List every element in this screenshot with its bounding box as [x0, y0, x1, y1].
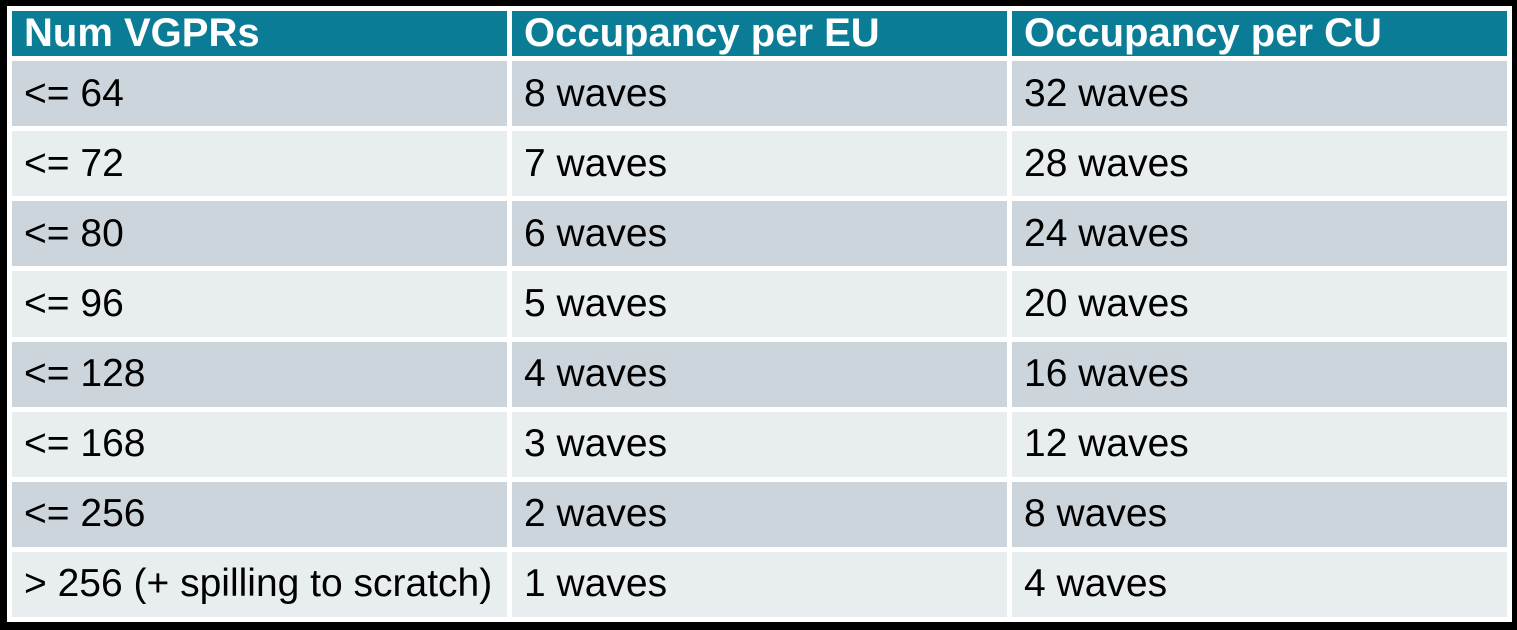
col-header-occupancy-per-cu: Occupancy per CU	[1012, 11, 1507, 56]
table-row: > 256 (+ spilling to scratch) 1 waves 4 wa…	[12, 551, 1507, 617]
table-cell: 24 waves	[1012, 201, 1507, 267]
table-cell: <= 96	[12, 271, 507, 337]
table-cell: <= 168	[12, 411, 507, 477]
table-row: <= 168 3 waves 12 waves	[12, 411, 1507, 477]
table-body: <= 64 8 waves 32 waves <= 72 7 waves 28 waves…	[12, 61, 1507, 617]
table-cell: 1 waves	[512, 551, 1007, 617]
table-cell: 8 waves	[1012, 481, 1507, 547]
table-row: <= 64 8 waves 32 waves	[12, 61, 1507, 127]
table-cell: 5 waves	[512, 271, 1007, 337]
table-cell: 32 waves	[1012, 61, 1507, 127]
table-cell: <= 64	[12, 61, 507, 127]
table-header: Num VGPRs Occupancy per EU Occupancy per…	[12, 11, 1507, 56]
table-cell: <= 80	[12, 201, 507, 267]
table-cell: 3 waves	[512, 411, 1007, 477]
table-row: <= 256 2 waves 8 waves	[12, 481, 1507, 547]
col-header-occupancy-per-eu: Occupancy per EU	[512, 11, 1007, 56]
table-cell: 2 waves	[512, 481, 1007, 547]
header-row: Num VGPRs Occupancy per EU Occupancy per…	[12, 11, 1507, 56]
table-cell: 12 waves	[1012, 411, 1507, 477]
table-cell: 6 waves	[512, 201, 1007, 267]
col-header-num-vgprs: Num VGPRs	[12, 11, 507, 56]
table-cell: 16 waves	[1012, 341, 1507, 407]
table-cell: > 256 (+ spilling to scratch)	[12, 551, 507, 617]
table-cell: <= 128	[12, 341, 507, 407]
table-row: <= 128 4 waves 16 waves	[12, 341, 1507, 407]
table-cell: <= 256	[12, 481, 507, 547]
table-row: <= 72 7 waves 28 waves	[12, 131, 1507, 197]
table-cell: 4 waves	[1012, 551, 1507, 617]
table-cell: 20 waves	[1012, 271, 1507, 337]
table-row: <= 80 6 waves 24 waves	[12, 201, 1507, 267]
table-cell: 8 waves	[512, 61, 1007, 127]
table-cell: <= 72	[12, 131, 507, 197]
table-cell: 4 waves	[512, 341, 1007, 407]
table-cell: 28 waves	[1012, 131, 1507, 197]
table-row: <= 96 5 waves 20 waves	[12, 271, 1507, 337]
vgpr-occupancy-table: Num VGPRs Occupancy per EU Occupancy per…	[7, 6, 1512, 622]
table-cell: 7 waves	[512, 131, 1007, 197]
